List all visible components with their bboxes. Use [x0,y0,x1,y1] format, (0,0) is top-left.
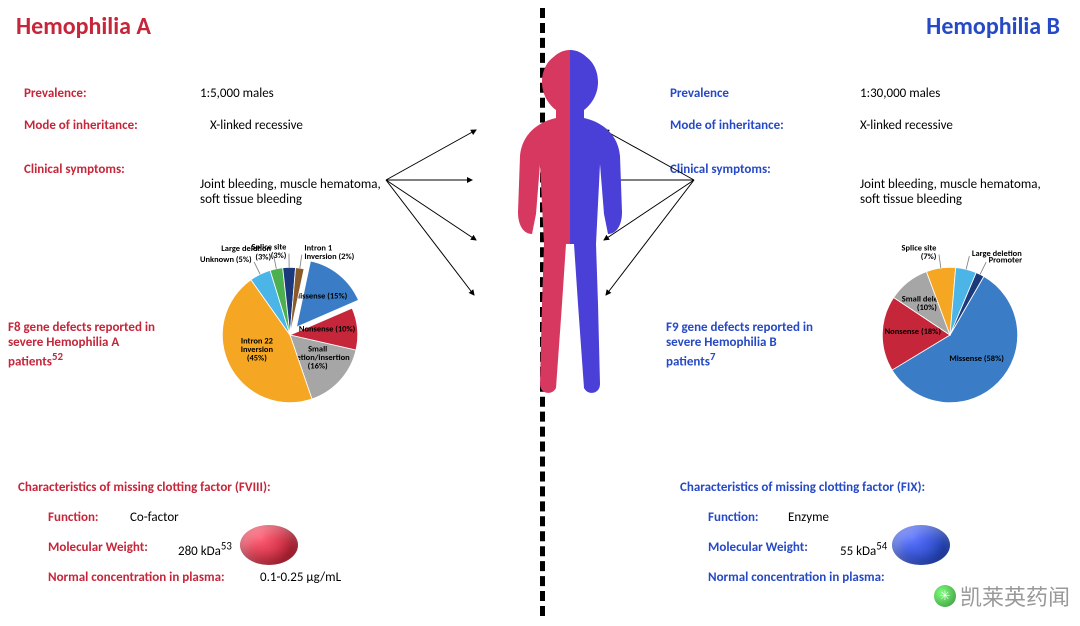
value-prevalence-b: 1:30,000 males [860,86,940,101]
pie-caption-b: F9 gene defects reported in severe Hemop… [666,320,826,369]
value-plasma-a: 0.1-0.25 µg/mL [260,570,341,585]
svg-text:Promoter: Promoter [989,255,1022,265]
svg-text:Nonsense (18%): Nonsense (18%) [885,327,942,337]
char-title-a: Characteristics of missing clotting fact… [18,480,271,495]
pie-chart-b: Missense (58%)Nonsense (18%)Small deleti… [840,225,1060,445]
value-function-a: Co-factor [130,510,179,525]
value-molweight-a: 280 kDa53 [178,544,232,559]
label-symptoms-a: Clinical symptoms: [24,162,125,177]
blob-icon-a [240,525,298,565]
svg-text:Missense (15%): Missense (15%) [293,291,348,301]
label-molweight-a: Molecular Weight: [48,540,148,555]
value-prevalence-a: 1:5,000 males [200,86,274,101]
svg-text:(7%): (7%) [921,252,937,262]
svg-text:(45%): (45%) [247,353,267,363]
char-title-b: Characteristics of missing clotting fact… [680,480,925,495]
value-symptoms-b: Joint bleeding, muscle hematoma, soft ti… [860,177,1041,207]
svg-text:(3%): (3%) [271,251,287,261]
svg-text:Nonsense (10%): Nonsense (10%) [299,325,356,335]
wechat-icon: ✳ [934,585,956,607]
pie-chart-a: Missense (15%)Nonsense (10%)Smalldeletio… [180,225,400,445]
value-function-b: Enzyme [788,510,829,525]
body-figure [470,44,670,402]
value-symptoms-a: Joint bleeding, muscle hematoma, soft ti… [200,177,381,207]
value-inheritance-b: X-linked recessive [860,118,953,133]
svg-text:Inversion (2%): Inversion (2%) [304,252,354,262]
panel-title-b: Hemophilia B [926,12,1060,41]
pie-caption-a: F8 gene defects reported in severe Hemop… [8,320,168,369]
svg-text:(3%): (3%) [255,253,271,263]
svg-text:Missense (58%): Missense (58%) [949,354,1004,364]
svg-text:(10%): (10%) [917,303,937,313]
label-inheritance-a: Mode of inheritance: [24,118,138,133]
blob-icon-b [892,525,950,565]
body-right-svg [570,44,670,402]
label-prevalence-b: Prevalence [670,86,729,101]
label-function-b: Function: [708,510,759,525]
svg-text:Unknown (5%): Unknown (5%) [200,255,252,265]
hemophilia-a-panel: Hemophilia A Prevalence: 1:5,000 males M… [0,0,540,626]
label-prevalence-a: Prevalence: [24,86,87,101]
panel-title-a: Hemophilia A [16,12,151,41]
value-molweight-b: 55 kDa54 [840,544,887,559]
label-molweight-b: Molecular Weight: [708,540,808,555]
svg-text:(16%): (16%) [308,361,328,371]
label-symptoms-b: Clinical symptoms: [670,162,771,177]
label-inheritance-b: Mode of inheritance: [670,118,784,133]
value-inheritance-a: X-linked recessive [210,118,303,133]
label-plasma-a: Normal concentration in plasma: [48,570,225,585]
label-plasma-b: Normal concentration in plasma: [708,570,885,585]
watermark: ✳ 凯莱英药闻 [934,580,1070,612]
label-function-a: Function: [48,510,99,525]
body-left-svg [470,44,570,402]
